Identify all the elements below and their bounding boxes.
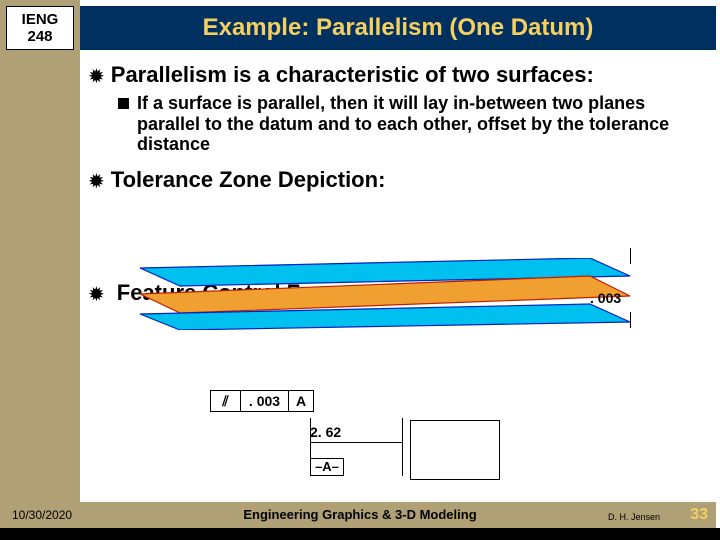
feature-control-frame: ⫽ . 003 A <box>210 390 314 412</box>
star-icon: ✹ <box>88 64 105 89</box>
bullet-1-text: Parallelism is a characteristic of two s… <box>111 62 594 87</box>
sub-bullet-1-text: If a surface is parallel, then it will l… <box>137 93 708 155</box>
bullet-2-text: Tolerance Zone Depiction: <box>111 167 386 192</box>
fcf-symbol: ⫽ <box>211 391 241 411</box>
dim-line-h <box>310 442 402 443</box>
fcf-tolerance: . 003 <box>241 391 289 411</box>
course-code-box: IENG 248 <box>6 6 74 50</box>
footer-author: D. H. Jensen <box>608 512 660 522</box>
dim-line-v2 <box>402 418 403 476</box>
star-icon: ✹ <box>88 169 105 194</box>
footer-black <box>0 528 720 540</box>
course-code-line1: IENG <box>7 11 73 28</box>
course-code-line2: 248 <box>7 28 73 45</box>
dim-arrow-bot <box>630 312 631 328</box>
tolerance-zone-diagram <box>110 258 650 330</box>
bullet-1: ✹ Parallelism is a characteristic of two… <box>88 62 708 89</box>
dim-arrow-top <box>630 248 631 264</box>
left-sidebar <box>0 0 80 540</box>
fcf-datum: A <box>289 391 313 411</box>
slide-title: Example: Parallelism (One Datum) <box>80 6 716 50</box>
dimension-value: 2. 62 <box>310 424 341 440</box>
part-outline <box>410 420 500 480</box>
bullet-2: ✹ Tolerance Zone Depiction: <box>88 167 708 194</box>
sub-bullet-1: If a surface is parallel, then it will l… <box>118 93 708 155</box>
tolerance-value: . 003 <box>590 290 621 306</box>
datum-label: –A– <box>310 458 344 476</box>
star-icon: ✹ <box>88 282 105 307</box>
square-icon <box>118 98 129 109</box>
footer-page: 33 <box>690 506 708 524</box>
